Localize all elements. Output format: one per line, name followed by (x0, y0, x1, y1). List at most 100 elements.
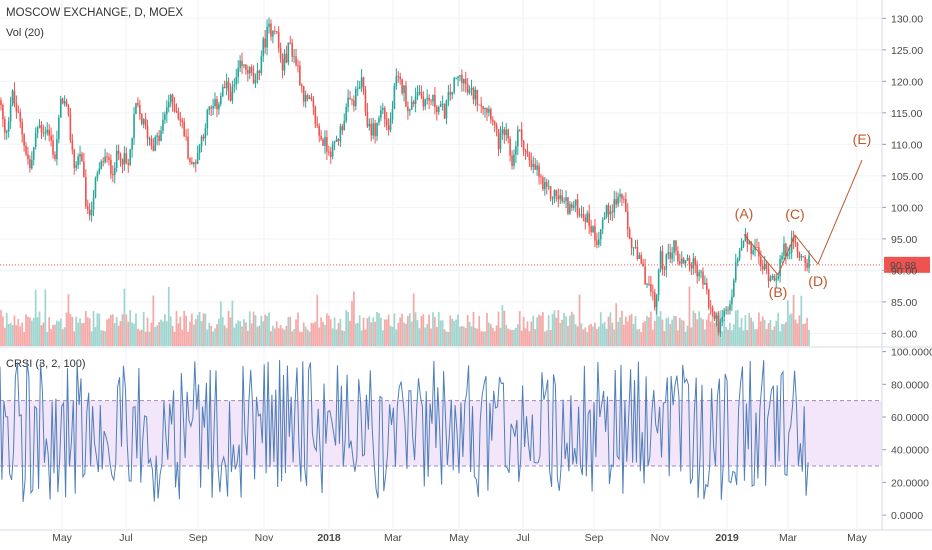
volume-bar (266, 315, 268, 346)
candle-body (613, 199, 616, 213)
candle-body (742, 240, 745, 247)
volume-bar (445, 331, 448, 346)
volume-bar (216, 324, 218, 346)
candle-body (198, 146, 201, 153)
volume-bar (536, 317, 538, 346)
candle-body (220, 96, 222, 105)
volume-bar (299, 331, 301, 346)
volume-bar (140, 329, 143, 346)
candle-body (769, 277, 772, 282)
y-tick-label: 130.00 (891, 13, 923, 25)
volume-bar (202, 313, 205, 346)
candle-body (169, 94, 172, 102)
y-tick-label: 105.00 (891, 171, 923, 183)
candle-body (268, 23, 270, 27)
candle-body (245, 64, 247, 70)
volume-bar (322, 321, 324, 346)
candle-body (567, 197, 569, 214)
volume-bar (189, 321, 191, 346)
candle-body (233, 84, 236, 87)
volume-bar (277, 328, 280, 346)
candle-body (729, 304, 731, 311)
candle-body (358, 86, 361, 89)
volume-bar (231, 300, 234, 346)
volume-bar (287, 317, 290, 346)
volume-layer (0, 286, 810, 346)
volume-bar (378, 313, 380, 346)
candle-body (322, 139, 324, 146)
volume-bar (624, 316, 627, 346)
volume-bar (100, 330, 103, 346)
volume-bar (403, 322, 405, 346)
candle-body (32, 147, 35, 160)
candle-body (154, 136, 157, 151)
volume-bar (594, 322, 596, 346)
crsi-label: CRSI (3, 2, 100) (6, 358, 86, 370)
candle-body (412, 101, 415, 104)
candle-body (299, 65, 301, 85)
volume-bar (462, 326, 465, 346)
x-tick-label: May (449, 532, 470, 544)
volume-bar (356, 322, 359, 346)
volume-bar (661, 319, 664, 346)
candle-body (520, 129, 523, 141)
candle-body (607, 205, 610, 215)
candle-body (274, 30, 276, 32)
volume-bar (619, 317, 621, 346)
volume-bar (435, 326, 438, 346)
candle-body (692, 258, 695, 269)
volume-bar (61, 329, 64, 346)
volume-bar (407, 315, 409, 346)
volume-bar (754, 329, 756, 346)
volume-bar (191, 313, 193, 346)
candle-body (466, 84, 469, 93)
volume-bar (561, 319, 564, 346)
volume-bar (744, 315, 747, 346)
volume-bar (366, 318, 369, 346)
volume-bar (549, 329, 552, 346)
volume-bar (258, 325, 261, 346)
candle-body (599, 229, 602, 240)
candle-body (437, 106, 440, 113)
candle-body (657, 269, 660, 295)
volume-bar (86, 317, 89, 346)
candle-body (511, 155, 513, 166)
candle-body (108, 157, 110, 160)
volume-bar (343, 331, 346, 346)
candle-body (713, 312, 716, 319)
volume-bar (682, 320, 685, 346)
candle-body (441, 103, 444, 105)
volume-bar (57, 321, 60, 346)
volume-bar (214, 328, 216, 346)
volume-bar (349, 320, 351, 346)
candle-body (518, 129, 521, 131)
volume-bar (113, 323, 116, 346)
volume-bar (206, 329, 209, 346)
volume-bar (489, 324, 492, 346)
volume-bar (651, 329, 654, 346)
volume-bar (410, 321, 413, 346)
crsi-line (0, 359, 809, 502)
candle-body (187, 136, 189, 159)
candle-body (36, 127, 39, 134)
candle-body (690, 264, 693, 269)
volume-bar (15, 325, 18, 346)
volume-bar (459, 326, 461, 346)
candle-body (73, 149, 76, 168)
volume-bar (5, 312, 8, 346)
volume-bar (187, 331, 189, 346)
volume-bar (106, 319, 108, 346)
volume-bar (7, 323, 10, 346)
candle-body (376, 122, 378, 137)
candle-body (4, 119, 6, 133)
volume-bar (545, 330, 548, 346)
volume-bar (599, 312, 602, 346)
candle-body (532, 164, 535, 167)
candle-body (480, 104, 482, 107)
candle-body (561, 195, 563, 202)
candle-body (42, 131, 45, 134)
volume-bar (495, 325, 498, 346)
candle-body (403, 85, 405, 94)
volume-bar (426, 323, 429, 346)
